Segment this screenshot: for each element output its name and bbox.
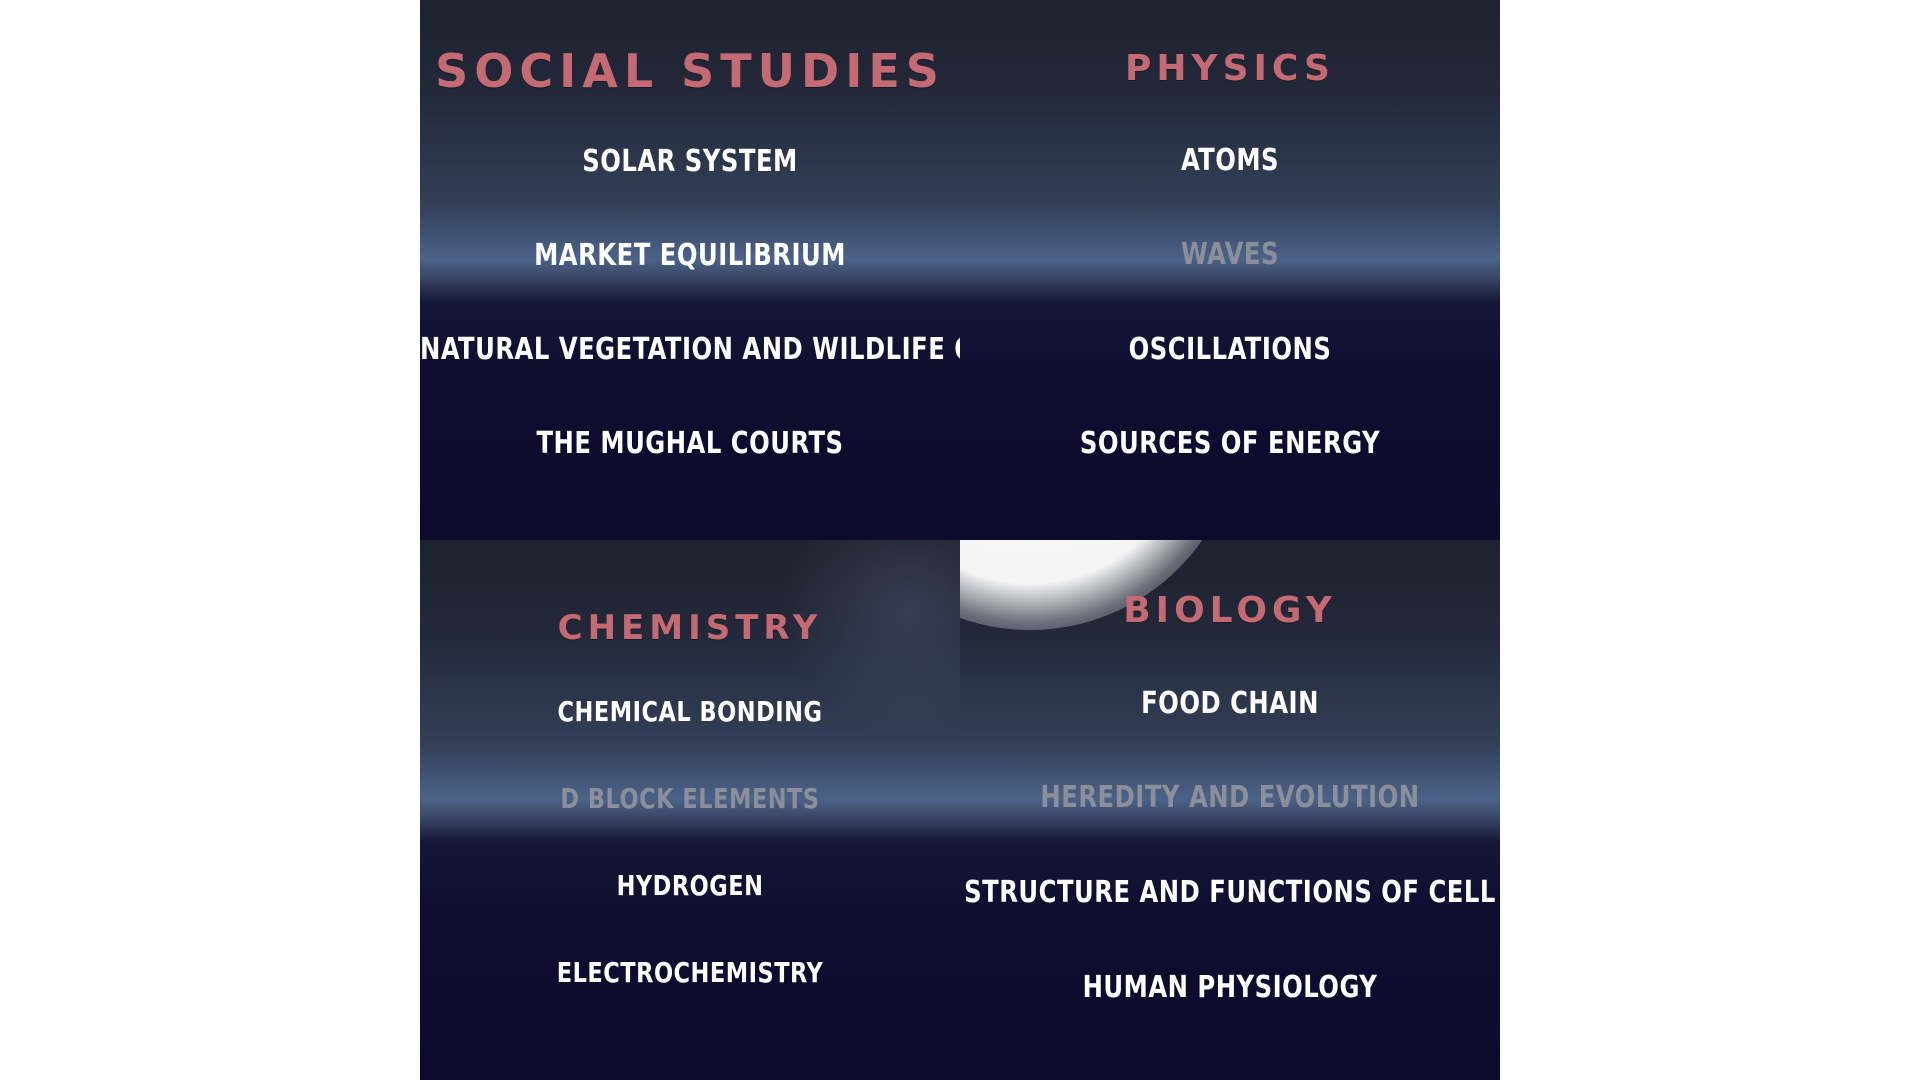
topic-chemical-bonding[interactable]: CHEMICAL BONDING bbox=[557, 695, 823, 728]
topic-waves[interactable]: WAVES bbox=[1181, 237, 1279, 272]
topic-food-chain[interactable]: FOOD CHAIN bbox=[1141, 686, 1319, 721]
panel-physics: PHYSICS ATOMS WAVES OSCILLATIONS SOURCES… bbox=[960, 0, 1500, 540]
topic-solar-system[interactable]: SOLAR SYSTEM bbox=[582, 144, 798, 179]
topic-structure-and-functions-of-cell[interactable]: STRUCTURE AND FUNCTIONS OF CELL bbox=[964, 875, 1496, 910]
topic-atoms[interactable]: ATOMS bbox=[1180, 143, 1280, 178]
panel-title-chemistry: CHEMISTRY bbox=[557, 608, 823, 648]
subject-board: SOCIAL STUDIES SOLAR SYSTEM MARKET EQUIL… bbox=[420, 0, 1500, 1080]
topic-human-physiology[interactable]: HUMAN PHYSIOLOGY bbox=[1082, 970, 1378, 1005]
topic-oscillations[interactable]: OSCILLATIONS bbox=[1128, 332, 1332, 367]
topic-hydrogen[interactable]: HYDROGEN bbox=[616, 869, 764, 902]
topic-natural-vegetation[interactable]: NATURAL VEGETATION AND WILDLIFE OF INDIA bbox=[420, 332, 960, 367]
panel-chemistry: CHEMISTRY CHEMICAL BONDING D BLOCK ELEME… bbox=[420, 540, 960, 1080]
topic-market-equilibrium[interactable]: MARKET EQUILIBRIUM bbox=[534, 238, 846, 273]
panel-title-biology: BIOLOGY bbox=[1123, 590, 1337, 631]
panel-title-physics: PHYSICS bbox=[1125, 48, 1335, 89]
topic-mughal-courts[interactable]: THE MUGHAL COURTS bbox=[536, 426, 844, 461]
topic-electrochemistry[interactable]: ELECTROCHEMISTRY bbox=[556, 956, 824, 989]
topic-heredity-and-evolution[interactable]: HEREDITY AND EVOLUTION bbox=[1040, 780, 1420, 815]
panel-biology: BIOLOGY FOOD CHAIN HEREDITY AND EVOLUTIO… bbox=[960, 540, 1500, 1080]
topic-sources-of-energy[interactable]: SOURCES OF ENERGY bbox=[1079, 426, 1381, 461]
topic-d-block-elements[interactable]: D BLOCK ELEMENTS bbox=[560, 782, 820, 815]
panel-social-studies: SOCIAL STUDIES SOLAR SYSTEM MARKET EQUIL… bbox=[420, 0, 960, 540]
panel-title-social-studies: SOCIAL STUDIES bbox=[435, 44, 945, 98]
